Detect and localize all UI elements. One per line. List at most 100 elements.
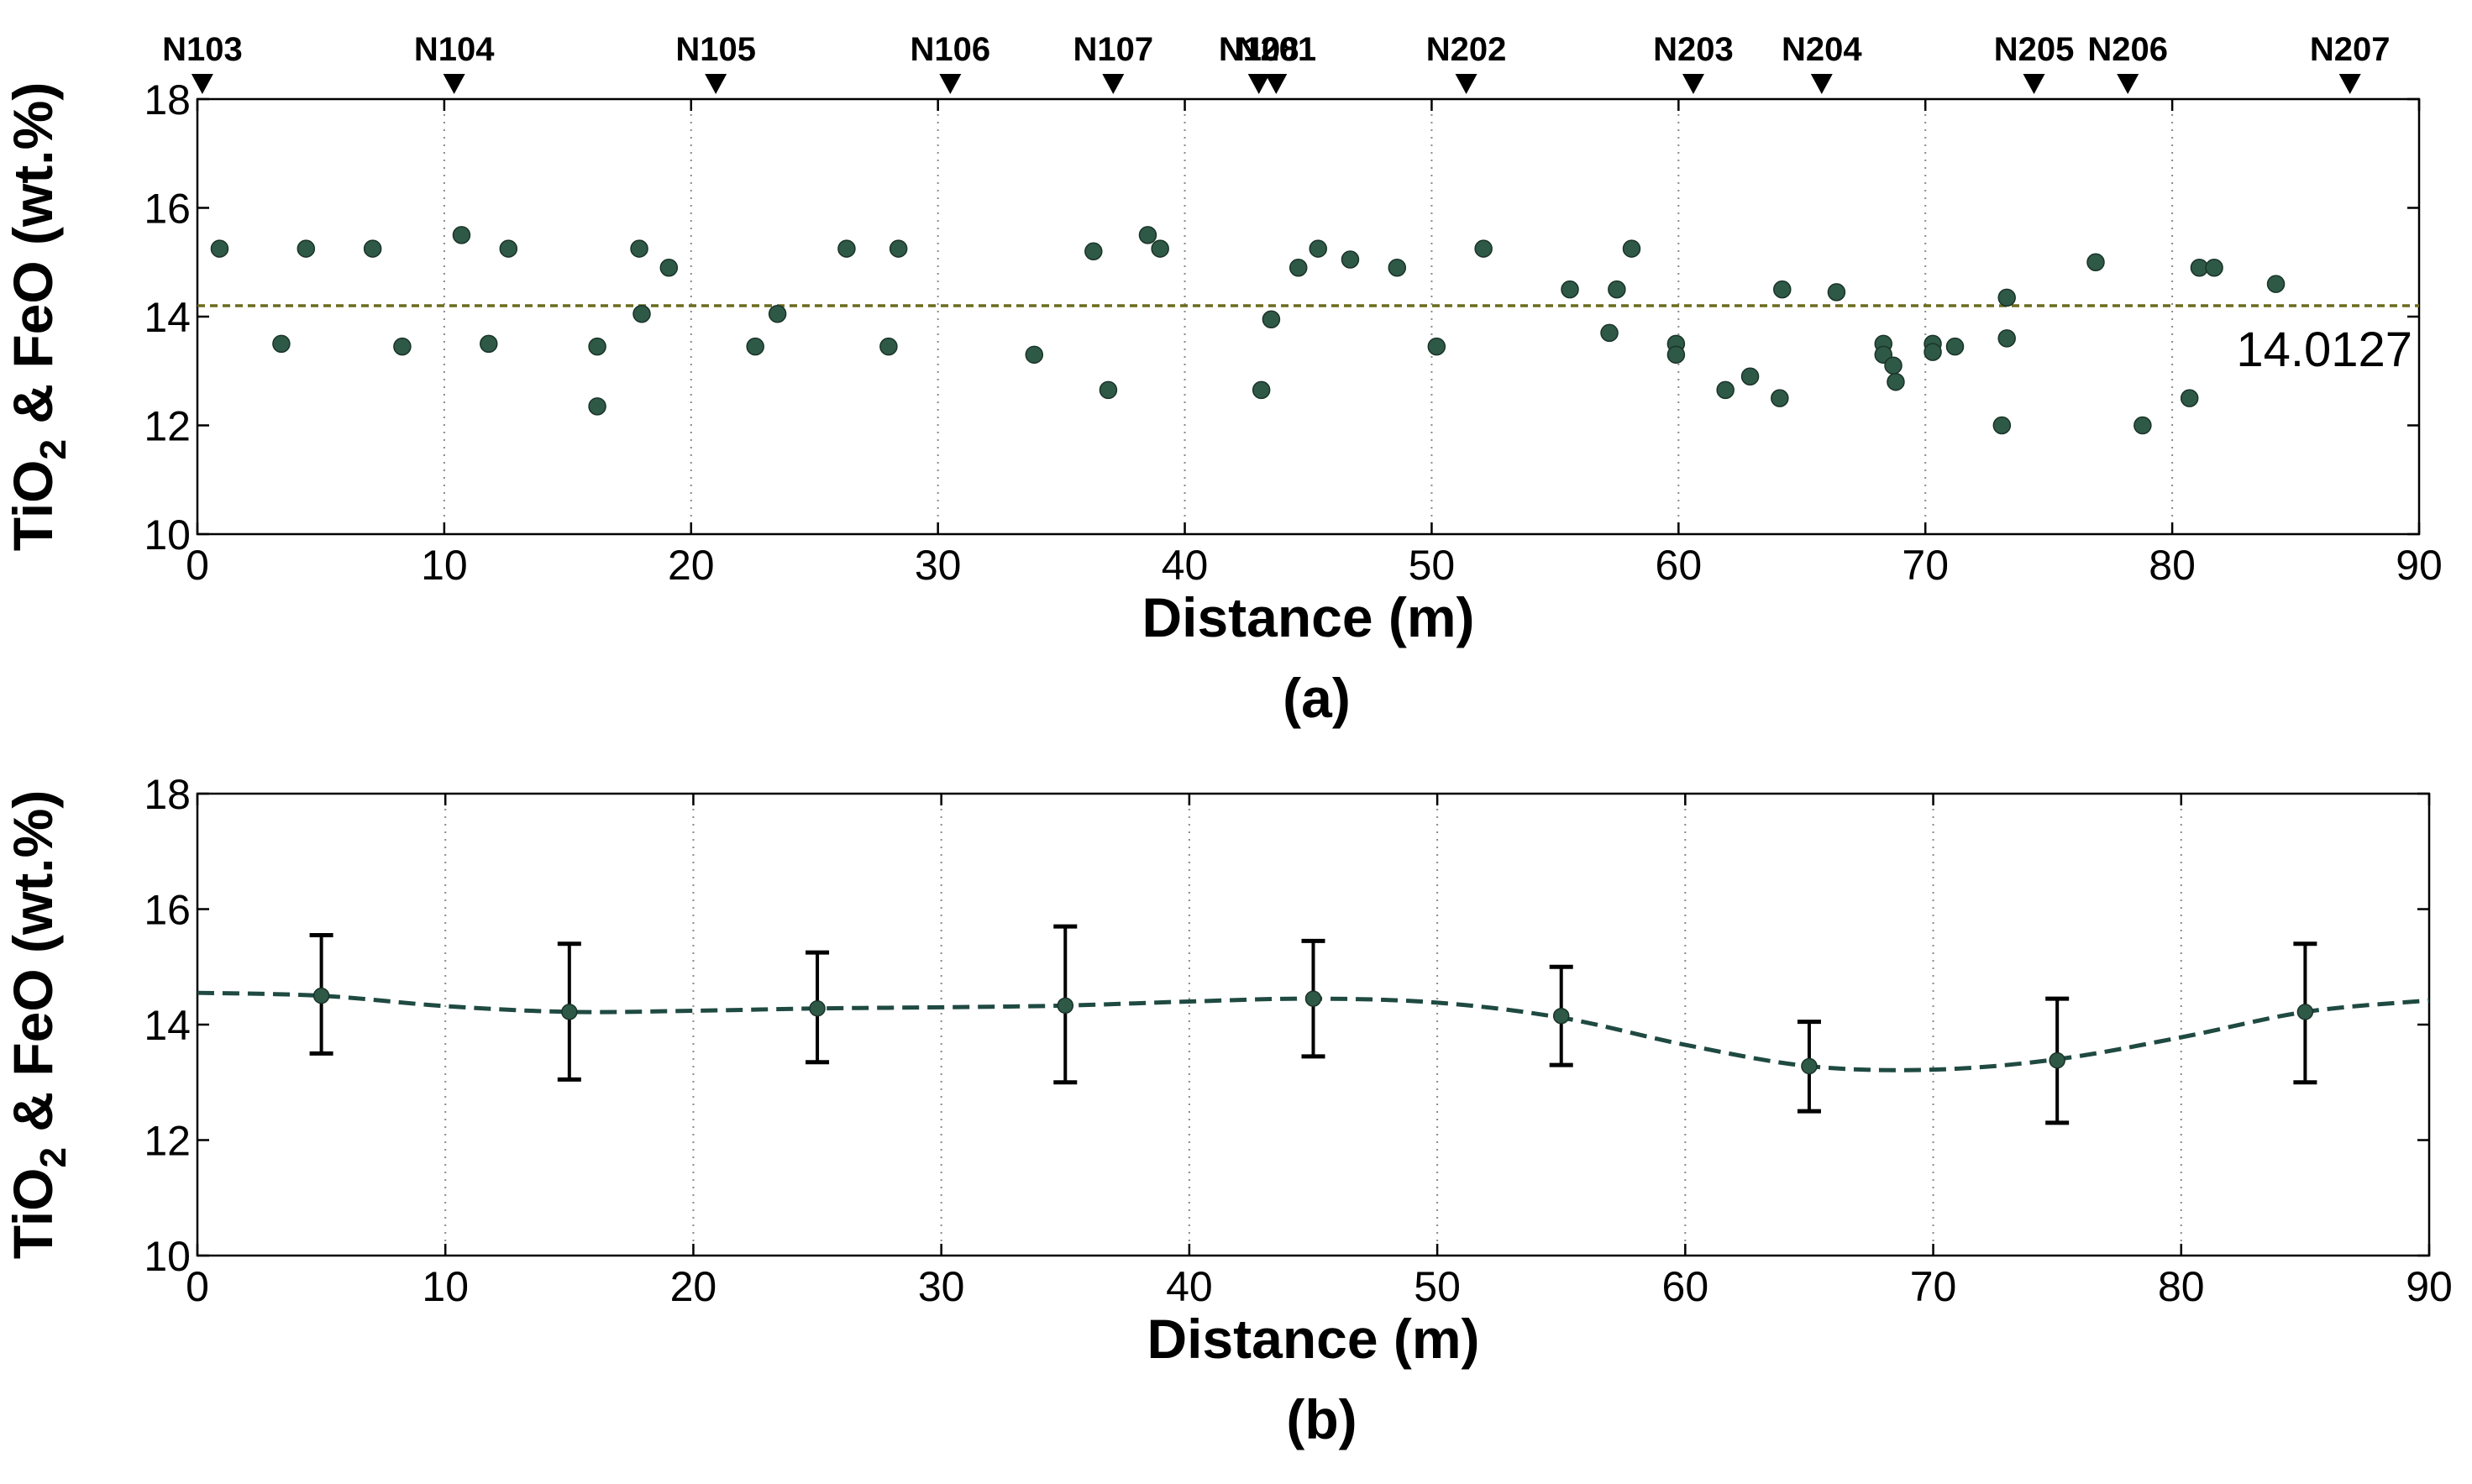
a-site-label: N104 — [414, 31, 495, 68]
a-x-tick-label: 0 — [186, 542, 209, 589]
a-data-point — [1666, 345, 1686, 364]
b-mean-point — [1304, 990, 1322, 1007]
a-data-point — [1600, 323, 1619, 343]
a-data-point — [837, 239, 856, 258]
a-site-label: N107 — [1073, 31, 1154, 68]
b-x-tick-label: 40 — [1166, 1263, 1213, 1310]
a-data-point — [1025, 345, 1044, 364]
b-x-tick-label: 90 — [2406, 1263, 2453, 1310]
a-site-marker — [1247, 74, 1270, 94]
a-site-marker — [1102, 74, 1125, 94]
a-data-point — [1151, 239, 1169, 258]
b-mean-point — [312, 987, 330, 1004]
a-site-label: N203 — [1653, 31, 1734, 68]
a-data-point — [1740, 367, 1760, 385]
a-site-label: N108 — [1219, 31, 1299, 68]
b-y-tick-label: 14 — [144, 1002, 191, 1049]
a-data-point — [889, 239, 908, 258]
a-site-marker — [2023, 74, 2045, 94]
a-data-point — [632, 305, 651, 323]
a-site-label: N106 — [911, 31, 991, 68]
a-data-point — [452, 226, 471, 244]
b-x-axis-label: Distance (m) — [1147, 1308, 1479, 1370]
a-data-point — [499, 239, 518, 258]
b-x-tick-label: 60 — [1662, 1263, 1709, 1310]
a-x-axis-label: Distance (m) — [1142, 586, 1474, 648]
b-mean-point — [1801, 1057, 1818, 1075]
a-data-point — [1427, 337, 1446, 356]
a-data-point — [1884, 356, 1903, 375]
a-x-tick-label: 30 — [915, 542, 962, 589]
a-site-label: N206 — [2087, 31, 2168, 68]
a-site-label: N205 — [1994, 31, 2075, 68]
a-data-point — [1309, 239, 1328, 258]
a-data-point — [588, 397, 606, 416]
a-site-marker — [705, 74, 727, 94]
a-data-point — [1561, 280, 1579, 299]
a-site-marker — [1810, 74, 1833, 94]
b-mean-point — [1057, 997, 1074, 1015]
a-data-point — [363, 239, 382, 258]
a-data-point — [272, 334, 291, 354]
a-data-point — [2266, 275, 2286, 293]
b-mean-point — [2049, 1051, 2065, 1069]
a-data-point — [1138, 226, 1157, 244]
a-data-point — [1924, 343, 1942, 361]
a-site-marker — [2338, 74, 2361, 94]
a-data-point — [1997, 329, 2016, 348]
b-y-axis-label-part: & FeO (wt.%) — [2, 790, 64, 1147]
a-data-point — [1622, 239, 1641, 258]
a-x-tick-label: 80 — [2149, 542, 2196, 589]
a-site-label: N202 — [1426, 31, 1507, 68]
b-mean-point — [1552, 1007, 1570, 1025]
a-site-label: N201 — [1236, 31, 1316, 68]
a-data-point — [297, 239, 316, 258]
a-site-marker — [1455, 74, 1477, 94]
a-data-point — [1771, 389, 1789, 407]
a-y-tick-label: 18 — [144, 76, 191, 123]
b-y-axis-label-part: TiO — [2, 1168, 64, 1260]
b-x-tick-label: 10 — [422, 1263, 469, 1310]
b-x-tick-label: 50 — [1414, 1263, 1461, 1310]
a-data-point — [1288, 258, 1308, 277]
a-site-marker — [939, 74, 962, 94]
b-mean-point — [809, 1000, 826, 1017]
a-data-point — [1474, 239, 1493, 258]
a-data-point — [1341, 250, 1360, 269]
a-x-tick-label: 20 — [668, 542, 715, 589]
a-y-tick-label: 16 — [144, 186, 191, 233]
a-data-point — [1608, 280, 1626, 299]
a-data-point — [1887, 372, 1905, 391]
a-x-tick-label: 10 — [421, 542, 468, 589]
a-data-point — [2205, 258, 2223, 277]
b-x-tick-label: 30 — [918, 1263, 965, 1310]
a-x-tick-label: 40 — [1162, 542, 1209, 589]
a-data-point — [659, 258, 679, 277]
a-plot-frame — [196, 97, 2421, 536]
a-site-label: N204 — [1782, 31, 1862, 68]
a-data-point — [746, 337, 764, 356]
b-y-tick-label: 12 — [144, 1118, 191, 1165]
a-x-tick-label: 50 — [1409, 542, 1456, 589]
a-y-tick-label: 12 — [144, 403, 191, 450]
a-y-tick-label: 14 — [144, 294, 191, 341]
a-site-label: N105 — [675, 31, 756, 68]
a-y-tick-label: 10 — [144, 511, 191, 558]
a-data-point — [1099, 380, 1118, 400]
a-data-point — [1388, 258, 1407, 277]
a-data-point — [1252, 380, 1271, 400]
b-x-tick-label: 0 — [186, 1263, 209, 1310]
b-y-tick-label: 10 — [144, 1233, 191, 1280]
b-panel-label: (b) — [1286, 1388, 1357, 1450]
a-data-point — [1773, 280, 1792, 299]
a-data-point — [1945, 337, 1965, 356]
a-data-point — [210, 239, 229, 258]
b-x-tick-label: 20 — [670, 1263, 717, 1310]
b-x-tick-label: 70 — [1910, 1263, 1957, 1310]
a-site-label: N103 — [162, 31, 243, 68]
b-mean-point — [561, 1004, 578, 1020]
b-y-axis-label-subscript: 2 — [33, 1147, 74, 1167]
